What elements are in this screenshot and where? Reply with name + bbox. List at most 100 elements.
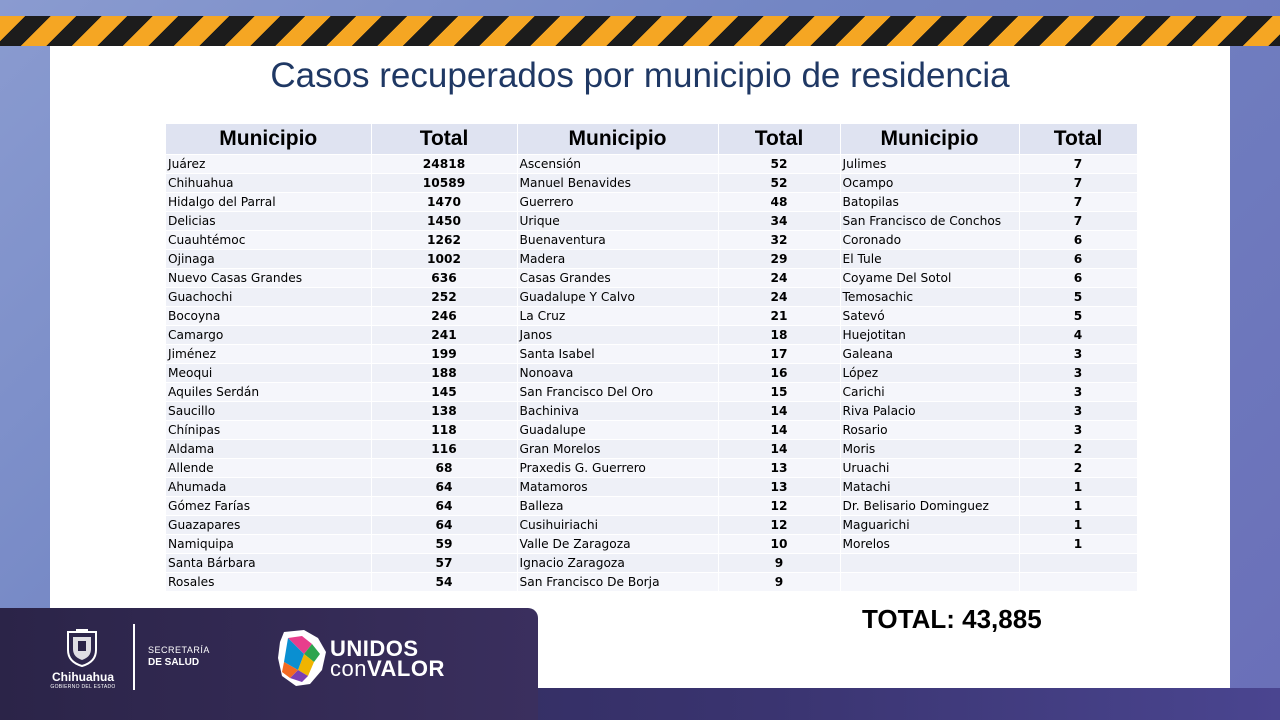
municipality-cell: Camargo bbox=[166, 324, 372, 344]
municipality-cell: Balleza bbox=[517, 495, 719, 515]
total-cell: 21 bbox=[718, 305, 841, 325]
total-cell: 3 bbox=[1019, 343, 1138, 363]
municipality-cell: Chínipas bbox=[166, 419, 372, 439]
total-cell: 252 bbox=[371, 286, 518, 306]
total-cell: 138 bbox=[371, 400, 518, 420]
total-cell: 1 bbox=[1019, 514, 1138, 534]
total-cell: 2 bbox=[1019, 438, 1138, 458]
logo-government-label: GOBIERNO DEL ESTADO bbox=[50, 684, 116, 690]
recovered-cases-table: Municipio Total Municipio Total Municipi… bbox=[166, 124, 1138, 591]
total-cell: 15 bbox=[718, 381, 841, 401]
total-cell: 2 bbox=[1019, 457, 1138, 477]
municipality-cell: Dr. Belisario Dominguez bbox=[840, 495, 1020, 515]
municipality-cell: Batopilas bbox=[840, 191, 1020, 211]
municipality-cell: Guadalupe bbox=[517, 419, 719, 439]
total-cell: 3 bbox=[1019, 362, 1138, 382]
total-cell: 4 bbox=[1019, 324, 1138, 344]
table-row: Ahumada 64 Matamoros 13 Matachi 1 bbox=[166, 476, 1138, 496]
municipality-cell: Manuel Benavides bbox=[517, 172, 719, 192]
municipality-cell: San Francisco De Borja bbox=[517, 571, 719, 591]
total-cell: 6 bbox=[1019, 229, 1138, 249]
total-cell: 52 bbox=[718, 153, 841, 173]
municipality-cell: Guerrero bbox=[517, 191, 719, 211]
table-header-row: Municipio Total Municipio Total Municipi… bbox=[166, 124, 1138, 154]
total-cell: 1 bbox=[1019, 495, 1138, 515]
table-row: Allende 68 Praxedis G. Guerrero 13 Uruachi 2 bbox=[166, 457, 1138, 477]
total-cell: 7 bbox=[1019, 210, 1138, 230]
municipality-cell: Riva Palacio bbox=[840, 400, 1020, 420]
total-cell: 7 bbox=[1019, 191, 1138, 211]
total-cell: 241 bbox=[371, 324, 518, 344]
total-cell: 6 bbox=[1019, 248, 1138, 268]
table-row: Guachochi 252 Guadalupe Y Calvo 24 Temosachi… bbox=[166, 286, 1138, 306]
total-cell: 13 bbox=[718, 476, 841, 496]
municipality-cell: Chihuahua bbox=[166, 172, 372, 192]
municipality-cell: Praxedis G. Guerrero bbox=[517, 457, 719, 477]
total-cell: 64 bbox=[371, 495, 518, 515]
total-cell: 1470 bbox=[371, 191, 518, 211]
hazard-stripe-band bbox=[0, 16, 1280, 46]
total-cell: 18 bbox=[718, 324, 841, 344]
total-cell: 14 bbox=[718, 419, 841, 439]
footer-panel bbox=[0, 608, 538, 720]
total-cell: 1450 bbox=[371, 210, 518, 230]
total-cell: 34 bbox=[718, 210, 841, 230]
municipality-cell: Santa Isabel bbox=[517, 343, 719, 363]
municipality-cell: Meoqui bbox=[166, 362, 372, 382]
table-row: Hidalgo del Parral 1470 Guerrero 48 Batopila… bbox=[166, 191, 1138, 211]
municipality-cell: Cusihuiriachi bbox=[517, 514, 719, 534]
total-cell: 52 bbox=[718, 172, 841, 192]
table-row: Aquiles Serdán 145 San Francisco Del Oro 15… bbox=[166, 381, 1138, 401]
municipality-cell: Cuauhtémoc bbox=[166, 229, 372, 249]
column-header: Total bbox=[1019, 124, 1138, 154]
municipality-cell: Allende bbox=[166, 457, 372, 477]
column-header: Municipio bbox=[840, 124, 1020, 154]
total-cell: 10589 bbox=[371, 172, 518, 192]
municipality-cell: Bocoyna bbox=[166, 305, 372, 325]
total-cell: 64 bbox=[371, 514, 518, 534]
municipality-cell: Rosales bbox=[166, 571, 372, 591]
total-cell: 6 bbox=[1019, 267, 1138, 287]
total-cell: 13 bbox=[718, 457, 841, 477]
total-cell: 7 bbox=[1019, 172, 1138, 192]
municipality-cell: Matachi bbox=[840, 476, 1020, 496]
municipality-cell: Hidalgo del Parral bbox=[166, 191, 372, 211]
table-row: Chínipas 118 Guadalupe 14 Rosario 3 bbox=[166, 419, 1138, 439]
total-cell: 3 bbox=[1019, 400, 1138, 420]
municipality-cell bbox=[840, 571, 1020, 591]
total-cell: 7 bbox=[1019, 153, 1138, 173]
campaign-title-line1: UNIDOS bbox=[330, 636, 419, 661]
column-header: Municipio bbox=[166, 124, 372, 154]
municipality-cell: San Francisco de Conchos bbox=[840, 210, 1020, 230]
total-cell: 145 bbox=[371, 381, 518, 401]
municipality-cell: Moris bbox=[840, 438, 1020, 458]
total-cell: 10 bbox=[718, 533, 841, 553]
table-row: Bocoyna 246 La Cruz 21 Satevó 5 bbox=[166, 305, 1138, 325]
table-row: Namiquipa 59 Valle De Zaragoza 10 Morelos 1 bbox=[166, 533, 1138, 553]
total-cell: 54 bbox=[371, 571, 518, 591]
total-cell: 1 bbox=[1019, 533, 1138, 553]
municipality-cell: Valle De Zaragoza bbox=[517, 533, 719, 553]
municipality-cell: Coyame Del Sotol bbox=[840, 267, 1020, 287]
municipality-cell: Gran Morelos bbox=[517, 438, 719, 458]
municipality-cell: Aquiles Serdán bbox=[166, 381, 372, 401]
total-cell: 188 bbox=[371, 362, 518, 382]
table-body: Juárez 24818 Ascensión 52 Julimes 7 Chihuahua 1… bbox=[166, 153, 1138, 591]
table-row: Camargo 241 Janos 18 Huejotitan 4 bbox=[166, 324, 1138, 344]
total-cell: 116 bbox=[371, 438, 518, 458]
total-cell: 9 bbox=[718, 552, 841, 572]
total-cell: 29 bbox=[718, 248, 841, 268]
municipality-cell: Janos bbox=[517, 324, 719, 344]
table-row: Chihuahua 10589 Manuel Benavides 52 Ocampo 7 bbox=[166, 172, 1138, 192]
municipality-cell: Saucillo bbox=[166, 400, 372, 420]
total-cell: 12 bbox=[718, 495, 841, 515]
total-cell: 9 bbox=[718, 571, 841, 591]
municipality-cell: Juárez bbox=[166, 153, 372, 173]
campaign-valor-text: VALOR bbox=[366, 656, 445, 681]
municipality-cell: Ahumada bbox=[166, 476, 372, 496]
table-row: Gómez Farías 64 Balleza 12 Dr. Belisario Dom… bbox=[166, 495, 1138, 515]
total-cell: 246 bbox=[371, 305, 518, 325]
total-cell: 32 bbox=[718, 229, 841, 249]
municipality-cell: Guadalupe Y Calvo bbox=[517, 286, 719, 306]
municipality-cell: Ignacio Zaragoza bbox=[517, 552, 719, 572]
